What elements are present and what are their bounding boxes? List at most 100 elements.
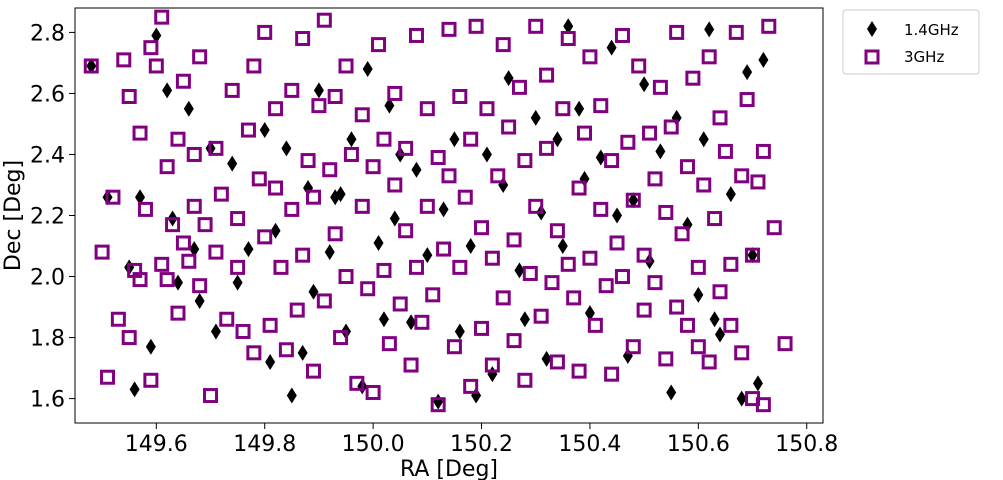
point-3ghz	[246, 58, 262, 74]
point-3ghz	[121, 330, 137, 346]
legend-marker-diamond	[867, 21, 877, 37]
point-3ghz	[100, 369, 116, 385]
point-3ghz	[566, 290, 582, 306]
point-1-4ghz	[639, 76, 650, 93]
point-3ghz	[105, 189, 121, 205]
point-1-4ghz	[519, 311, 530, 328]
point-3ghz	[539, 67, 555, 83]
point-3ghz	[365, 159, 381, 175]
point-3ghz	[408, 27, 424, 43]
point-1-4ghz	[514, 262, 525, 279]
point-3ghz	[728, 24, 744, 40]
legend-label-series-1: 1.4GHz	[904, 21, 959, 39]
point-3ghz	[517, 372, 533, 388]
point-3ghz	[474, 220, 490, 236]
point-3ghz	[484, 357, 500, 373]
point-3ghz	[235, 323, 251, 339]
point-3ghz	[701, 49, 717, 65]
point-3ghz	[257, 24, 273, 40]
point-3ghz	[116, 52, 132, 68]
point-3ghz	[257, 229, 273, 245]
point-3ghz	[398, 140, 414, 156]
point-1-4ghz	[606, 39, 617, 56]
point-3ghz	[338, 58, 354, 74]
point-3ghz	[560, 256, 576, 272]
point-3ghz	[755, 143, 771, 159]
point-3ghz	[175, 73, 191, 89]
point-3ghz	[539, 140, 555, 156]
point-3ghz	[132, 125, 148, 141]
point-3ghz	[371, 37, 387, 53]
point-3ghz	[501, 119, 517, 135]
y-tick-label: 2.4	[30, 143, 65, 168]
point-3ghz	[555, 101, 571, 117]
point-3ghz	[203, 388, 219, 404]
point-1-4ghz	[135, 189, 146, 206]
point-1-4ghz	[373, 234, 384, 251]
point-3ghz	[333, 330, 349, 346]
point-3ghz	[620, 134, 636, 150]
point-3ghz	[495, 290, 511, 306]
point-3ghz	[690, 339, 706, 355]
point-3ghz	[479, 101, 495, 117]
point-3ghz	[652, 79, 668, 95]
point-1-4ghz	[530, 109, 541, 126]
plot-frame	[74, 7, 824, 424]
point-1-4ghz	[86, 57, 97, 74]
point-3ghz	[430, 397, 446, 413]
point-3ghz	[338, 269, 354, 285]
point-3ghz	[419, 101, 435, 117]
point-1-4ghz	[270, 222, 281, 239]
point-3ghz	[224, 82, 240, 98]
point-1-4ghz	[335, 186, 346, 203]
point-1-4ghz	[666, 384, 677, 401]
point-3ghz	[593, 201, 609, 217]
point-3ghz	[387, 85, 403, 101]
y-axis-label: Dec [Deg]	[1, 160, 26, 271]
point-1-4ghz	[183, 100, 194, 117]
point-1-4ghz	[324, 244, 335, 261]
point-1-4ghz	[465, 238, 476, 255]
point-3ghz	[349, 375, 365, 391]
point-3ghz	[300, 153, 316, 169]
point-3ghz	[186, 198, 202, 214]
point-1-4ghz	[162, 82, 173, 99]
point-1-4ghz	[612, 207, 623, 224]
point-3ghz	[582, 49, 598, 65]
point-3ghz	[408, 259, 424, 275]
point-3ghz	[528, 18, 544, 34]
point-3ghz	[213, 186, 229, 202]
point-1-4ghz	[172, 274, 183, 291]
point-1-4ghz	[503, 70, 514, 87]
point-3ghz	[690, 259, 706, 275]
point-3ghz	[121, 88, 137, 104]
y-tick-label: 2.6	[30, 82, 65, 107]
point-1-4ghz	[259, 122, 270, 139]
point-1-4ghz	[378, 311, 389, 328]
point-3ghz	[436, 241, 452, 257]
point-1-4ghz	[389, 210, 400, 227]
point-3ghz	[647, 171, 663, 187]
point-1-4ghz	[145, 338, 156, 355]
point-1-4ghz	[129, 381, 140, 398]
point-3ghz	[636, 302, 652, 318]
point-3ghz	[192, 49, 208, 65]
point-3ghz	[278, 342, 294, 358]
point-3ghz	[230, 211, 246, 227]
point-3ghz	[94, 244, 110, 260]
point-3ghz	[658, 351, 674, 367]
point-3ghz	[712, 110, 728, 126]
point-3ghz	[642, 125, 658, 141]
point-3ghz	[685, 70, 701, 86]
point-3ghz	[170, 131, 186, 147]
point-1-4ghz	[557, 238, 568, 255]
point-1-4ghz	[628, 192, 639, 209]
point-1-4ghz	[487, 366, 498, 383]
y-tick-label: 1.8	[30, 327, 65, 352]
point-1-4ghz	[194, 292, 205, 309]
point-3ghz	[376, 262, 392, 278]
point-1-4ghz	[747, 247, 758, 264]
point-3ghz	[387, 177, 403, 193]
point-3ghz	[647, 275, 663, 291]
